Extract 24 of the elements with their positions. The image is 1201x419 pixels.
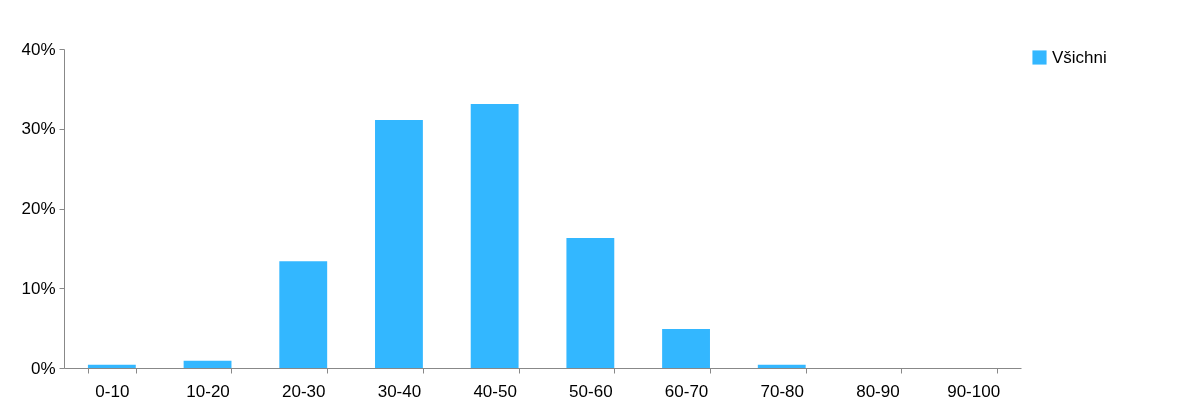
x-tick-label: 70-80 (760, 381, 804, 401)
bar (375, 119, 423, 368)
y-tick-label: 10% (21, 278, 56, 298)
y-tick-label: 0% (30, 358, 56, 378)
x-tick-label: 90-100 (947, 381, 1001, 401)
x-tick-label: 60-70 (664, 381, 709, 401)
bar (757, 364, 806, 368)
y-tick-label: 20% (21, 199, 56, 218)
bar (662, 328, 710, 368)
bar (87, 364, 136, 368)
x-tick-label: 80-90 (856, 381, 900, 401)
x-tick-label: 20-30 (282, 381, 326, 401)
bar (183, 360, 232, 368)
x-tick-label: 40-50 (473, 381, 517, 401)
x-tick-label: 30-40 (377, 381, 422, 401)
bar (279, 261, 328, 368)
x-tick-label: 10-20 (186, 381, 230, 401)
bar (566, 238, 615, 368)
x-tick-label: 50-60 (569, 381, 613, 401)
legend-label: Všichni (1052, 47, 1107, 67)
y-tick-label: 40% (21, 39, 56, 59)
bar (470, 104, 519, 368)
y-tick-label: 30% (21, 119, 56, 139)
x-tick-label: 0-10 (95, 381, 130, 401)
